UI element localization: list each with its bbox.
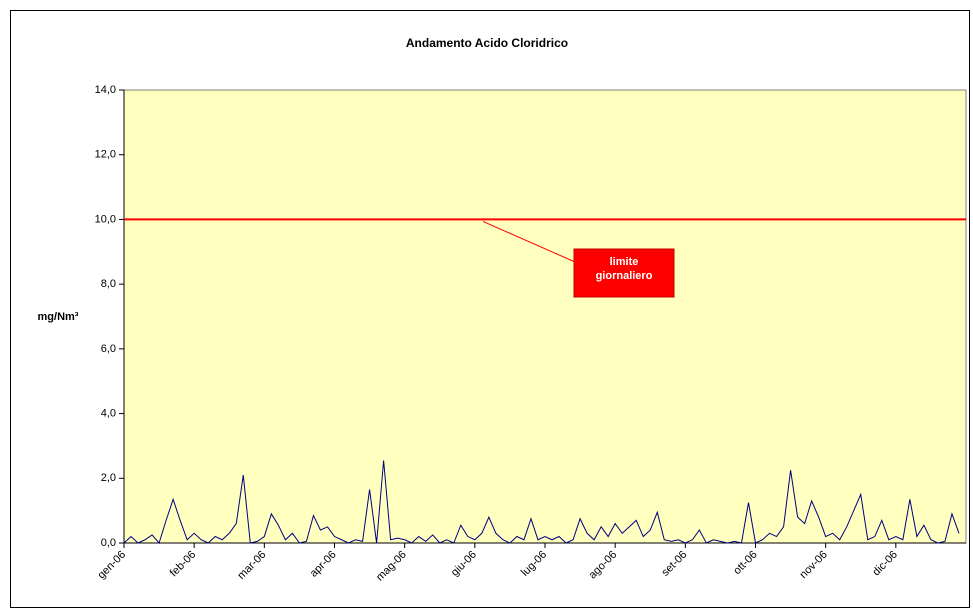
y-axis-label: mg/Nm³ (38, 311, 79, 323)
y-tick-label: 10,0 (95, 213, 116, 225)
y-tick-label: 2,0 (101, 472, 116, 484)
y-tick-label: 0,0 (101, 537, 116, 549)
chart-title: Andamento Acido Cloridrico (406, 36, 568, 50)
annotation-text: limite (610, 256, 639, 268)
plot-area (123, 89, 967, 544)
y-tick-label: 6,0 (101, 343, 116, 355)
annotation-box (573, 248, 675, 298)
y-tick-label: 14,0 (95, 84, 116, 96)
annotation-connector (482, 220, 576, 263)
y-tick-label: 4,0 (101, 407, 116, 419)
annotation-text: giornaliero (596, 270, 653, 282)
data-line (123, 460, 960, 545)
y-tick-label: 8,0 (101, 278, 116, 290)
y-tick-label: 12,0 (95, 149, 116, 161)
